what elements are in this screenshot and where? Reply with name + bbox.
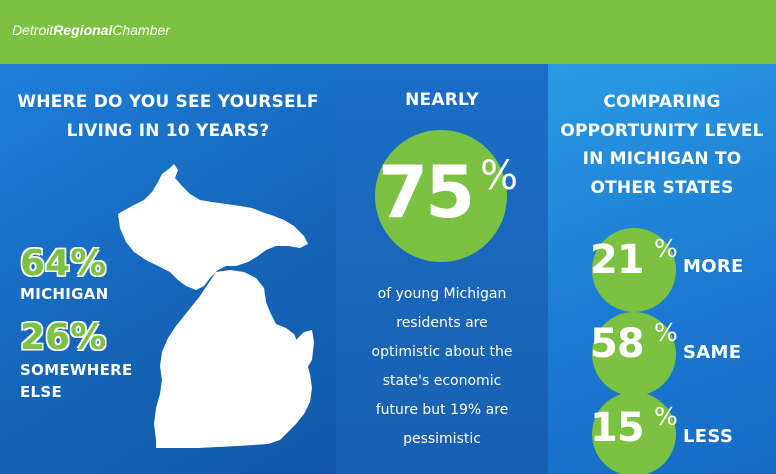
more-circle xyxy=(592,228,676,312)
opportunity-title-line-3: IN MICHIGAN TO xyxy=(582,149,742,169)
description-line-5: future but 19% are xyxy=(375,402,509,418)
description-line-4: state's economic xyxy=(382,373,502,389)
same-label: SAME xyxy=(683,342,742,363)
optimism-percent-sign: % xyxy=(480,153,519,199)
living-question-line-1: WHERE DO YOU SEE YOURSELF xyxy=(17,92,319,112)
logo-text-detroit: Detroit xyxy=(12,22,54,38)
less-label: LESS xyxy=(683,426,734,447)
description-line-6: pessimistic xyxy=(403,431,481,447)
opportunity-title-line-1: COMPARING xyxy=(603,92,721,112)
optimism-percent-number: 75 xyxy=(378,150,475,234)
description-line-1: of young Michigan xyxy=(377,286,507,302)
somewhere-else-label: SOMEWHERE ELSE xyxy=(20,359,133,403)
logo-text-regional: Regional xyxy=(53,22,113,38)
logo-text-chamber: Chamber xyxy=(112,22,170,38)
less-circle xyxy=(592,392,676,474)
living-question-line-2: LIVING IN 10 YEARS? xyxy=(66,121,270,141)
opportunity-title-line-2: OPPORTUNITY LEVEL xyxy=(560,120,764,141)
optimism-description: of young Michigan residents are optimist… xyxy=(350,280,534,454)
living-location-panel: WHERE DO YOU SEE YOURSELF LIVING IN 10 Y… xyxy=(0,64,336,474)
optimism-panel: NEARLY 75 % of young Michigan residents … xyxy=(336,64,548,474)
same-percent-number: 58 xyxy=(590,321,645,367)
nearly-title: NEARLY xyxy=(405,90,479,110)
more-label: MORE xyxy=(683,256,744,277)
less-percent-number: 15 xyxy=(590,405,645,451)
less-percent-sign: % xyxy=(654,402,678,431)
same-circle xyxy=(592,312,676,396)
somewhere-else-label-line-1: SOMEWHERE xyxy=(20,361,133,379)
opportunity-panel: COMPARING OPPORTUNITY LEVEL IN MICHIGAN … xyxy=(548,64,776,474)
michigan-label-line-1: MICHIGAN xyxy=(20,285,109,303)
description-line-3: optimistic about the xyxy=(371,344,513,360)
michigan-percent: 64% xyxy=(20,243,107,284)
more-percent-number: 21 xyxy=(590,237,645,283)
same-percent-sign: % xyxy=(654,318,678,347)
somewhere-else-percent: 26% xyxy=(20,317,107,358)
somewhere-else-label-line-2: ELSE xyxy=(20,383,63,401)
michigan-label: MICHIGAN xyxy=(20,283,109,305)
header-bar: DetroitRegionalChamber xyxy=(0,0,776,64)
description-line-2: residents are xyxy=(396,315,488,331)
opportunity-title: COMPARING OPPORTUNITY LEVEL IN MICHIGAN … xyxy=(548,88,776,202)
detroit-regional-chamber-logo[interactable]: DetroitRegionalChamber xyxy=(12,22,170,38)
michigan-map-icon xyxy=(118,164,314,448)
opportunity-title-line-4: OTHER STATES xyxy=(590,177,734,198)
optimism-circle xyxy=(375,130,507,262)
more-percent-sign: % xyxy=(654,234,678,263)
living-question-title: WHERE DO YOU SEE YOURSELF LIVING IN 10 Y… xyxy=(0,88,336,146)
